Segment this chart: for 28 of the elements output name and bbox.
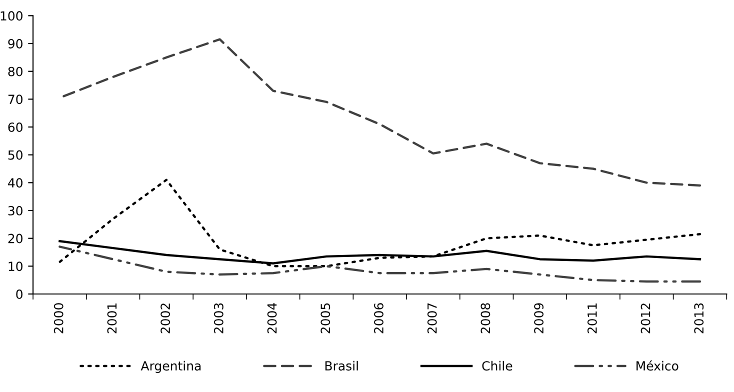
y-tick-label: 70 xyxy=(8,94,22,104)
y-tick-label: 30 xyxy=(8,206,22,216)
y-tick-label: 50 xyxy=(8,150,22,160)
y-tick-label: 10 xyxy=(8,262,22,272)
x-tick-label: 2007 xyxy=(427,303,437,334)
y-tick-label: 80 xyxy=(8,66,22,76)
x-tick-label: 2008 xyxy=(480,303,490,334)
x-tick-label: 2013 xyxy=(694,303,704,334)
y-tick-label: 40 xyxy=(8,178,22,188)
x-tick-label: 2011 xyxy=(587,303,597,334)
x-tick-label: 2004 xyxy=(267,303,277,334)
x-tick-label: 2000 xyxy=(54,303,64,334)
legend-label: Argentina xyxy=(140,360,201,374)
x-tick-label: 2012 xyxy=(640,304,650,334)
y-tick-label: 20 xyxy=(8,234,22,244)
x-tick-label: 2006 xyxy=(374,303,384,334)
y-tick-label: 90 xyxy=(8,38,22,48)
x-tick-label: 2002 xyxy=(160,304,170,334)
legend-label: México xyxy=(636,360,678,371)
y-tick-label: 0 xyxy=(16,289,22,299)
y-tick-label: 60 xyxy=(8,122,22,132)
legend-label: Brasil xyxy=(325,360,358,371)
x-tick-label: 2003 xyxy=(214,303,224,334)
y-tick-label: 100 xyxy=(0,11,22,21)
x-tick-label: 2005 xyxy=(320,303,330,334)
legend-label: Chile xyxy=(482,360,512,371)
x-tick-label: 2009 xyxy=(534,303,544,334)
x-tick-label: 2001 xyxy=(107,303,117,334)
